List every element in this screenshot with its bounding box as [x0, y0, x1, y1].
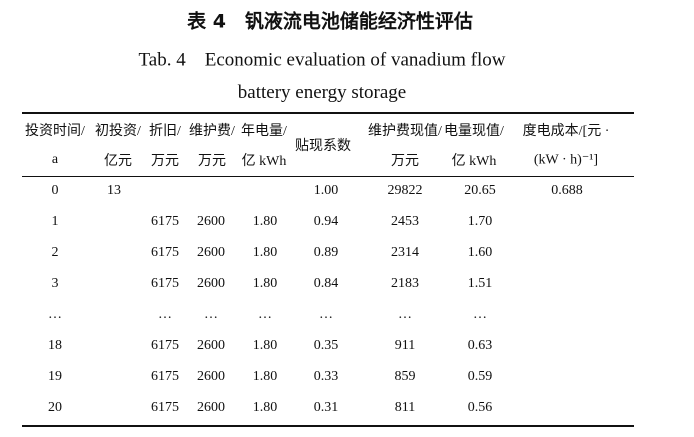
header-cell: (kW · h)⁻¹]: [533, 152, 599, 168]
table-cell: …: [48, 307, 62, 322]
table-cell: 6175: [151, 369, 179, 384]
table-cell: 1.51: [467, 276, 493, 291]
header-cell: 维护费/: [189, 124, 235, 139]
table-cell: 1.80: [252, 245, 278, 260]
table-cell: 1: [51, 214, 59, 229]
table-cell: 859: [394, 369, 416, 384]
table-cell: 2600: [197, 245, 225, 260]
table-cell: 0.94: [313, 214, 339, 229]
table-cell: 29822: [387, 183, 423, 198]
header-cell: 贴现系数: [295, 139, 351, 154]
table-cell: 2600: [197, 276, 225, 291]
table-cell: …: [473, 307, 487, 322]
table-cell: 0.35: [313, 338, 339, 353]
table-cell: 19: [48, 369, 62, 384]
top-rule: [22, 112, 634, 114]
table-cell: 1.80: [252, 369, 278, 384]
table-cell: 6175: [151, 276, 179, 291]
table-cell: 0.33: [313, 369, 339, 384]
table-cell: 2600: [197, 400, 225, 415]
table-cell: 20.65: [464, 183, 496, 198]
table-cell: 1.80: [252, 276, 278, 291]
table-cell: 0.84: [313, 276, 339, 291]
table-cell: 811: [394, 400, 416, 415]
table-cell: 3: [51, 276, 59, 291]
header-cell: 万元: [391, 154, 419, 169]
table-cell: 0.59: [467, 369, 493, 384]
table-cell: 0.89: [313, 245, 339, 260]
table-cell: 0.56: [467, 400, 493, 415]
table-cell: …: [258, 307, 272, 322]
header-cell: 维护费现值/: [368, 124, 442, 139]
table-title-en: Tab. 4 Economic evaluation of vanadium f…: [138, 49, 506, 71]
table-cell: 1.80: [252, 338, 278, 353]
header-cell: a: [51, 152, 59, 167]
table-cell: 2183: [391, 276, 419, 291]
table-cell: 0.63: [467, 338, 493, 353]
header-cell: 电量现值/: [444, 124, 504, 139]
table-cell: 2600: [197, 369, 225, 384]
header-cell: 万元: [151, 154, 179, 169]
header-cell: 万元: [198, 154, 226, 169]
table-cell: 2453: [391, 214, 419, 229]
header-cell: 亿元: [104, 154, 132, 169]
table-title-cn: 表 4 钒液流电池储能经济性评估: [187, 10, 473, 33]
table-cell: 13: [107, 183, 121, 198]
table-cell: 1.80: [252, 400, 278, 415]
header-cell: 年电量/: [241, 124, 287, 139]
header-cell: 亿 kWh: [241, 154, 287, 169]
header-cell: 折旧/: [149, 124, 181, 139]
table-cell: …: [204, 307, 218, 322]
table-cell: 2: [51, 245, 59, 260]
table-title-en: battery energy storage: [237, 82, 407, 103]
table-cell: 2314: [391, 245, 419, 260]
table-cell: 6175: [151, 338, 179, 353]
table-cell: 1.60: [467, 245, 493, 260]
table-cell: 1.00: [313, 183, 339, 198]
table-cell: 0.31: [313, 400, 339, 415]
table-cell: …: [398, 307, 412, 322]
header-cell: 亿 kWh: [451, 154, 497, 169]
bottom-rule: [22, 425, 634, 427]
table-cell: …: [158, 307, 172, 322]
header-cell: 投资时间/: [25, 124, 85, 139]
header-cell: 度电成本/[元 ·: [522, 124, 610, 139]
table-cell: 18: [48, 338, 62, 353]
mid-rule: [22, 176, 634, 177]
table-cell: 1.80: [252, 214, 278, 229]
header-cell: 初投资/: [95, 124, 141, 139]
table-cell: 2600: [197, 338, 225, 353]
table-cell: …: [319, 307, 333, 322]
table-cell: 0.688: [551, 183, 583, 198]
table-cell: 911: [394, 338, 416, 353]
table-cell: 6175: [151, 400, 179, 415]
table-cell: 6175: [151, 214, 179, 229]
table-cell: 2600: [197, 214, 225, 229]
table-cell: 0: [51, 183, 59, 198]
table-cell: 20: [48, 400, 62, 415]
table-cell: 6175: [151, 245, 179, 260]
table-cell: 1.70: [467, 214, 493, 229]
